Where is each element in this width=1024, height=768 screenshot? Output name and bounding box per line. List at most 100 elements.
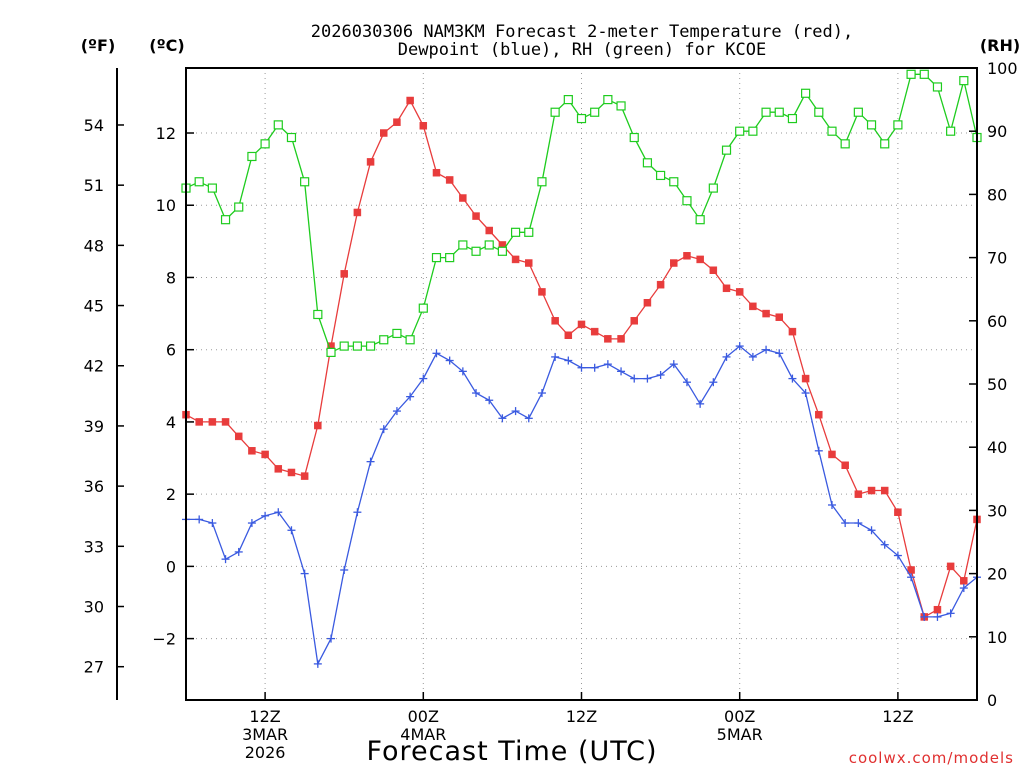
dewpoint-point bbox=[748, 352, 757, 361]
dewpoint-point bbox=[511, 407, 520, 416]
dewpoint-point bbox=[603, 360, 612, 369]
fahrenheit-tick-label: 30 bbox=[84, 598, 104, 617]
temperature-point bbox=[525, 259, 533, 267]
rh-point bbox=[787, 113, 798, 124]
temperature-point bbox=[590, 327, 599, 336]
series-rh bbox=[181, 69, 982, 357]
rh-point bbox=[946, 126, 956, 136]
temperature-point bbox=[683, 252, 691, 260]
temperature-point bbox=[472, 212, 480, 220]
rh-tick-label: 100 bbox=[987, 59, 1018, 78]
temperature-point bbox=[762, 309, 770, 318]
chart-title-line2: Dewpoint (blue), RH (green) for KCOE bbox=[398, 40, 766, 60]
rh-point bbox=[708, 183, 718, 193]
dewpoint-point bbox=[762, 345, 771, 354]
temperature-point bbox=[261, 450, 269, 459]
series-layer bbox=[181, 69, 982, 668]
temperature-point bbox=[551, 317, 559, 325]
temperature-point bbox=[195, 418, 203, 426]
temperature-point bbox=[380, 129, 388, 137]
rh-point bbox=[352, 341, 362, 351]
fahrenheit-tick-label: 51 bbox=[84, 176, 104, 195]
temperature-point bbox=[722, 284, 731, 293]
fahrenheit-tick-label: 42 bbox=[84, 357, 104, 376]
temperature-point bbox=[630, 317, 638, 325]
dewpoint-point bbox=[392, 407, 401, 416]
rh-point bbox=[313, 309, 323, 320]
dewpoint-point bbox=[841, 519, 850, 528]
rh-point bbox=[458, 240, 468, 250]
rh-tick-label: 10 bbox=[987, 628, 1007, 647]
fahrenheit-tick-label: 39 bbox=[84, 417, 104, 436]
dewpoint-point bbox=[643, 374, 652, 383]
rh-point bbox=[365, 341, 376, 351]
dewpoint-point bbox=[577, 363, 586, 372]
rh-point bbox=[853, 107, 863, 117]
credit-link[interactable]: coolwx.com/models bbox=[849, 749, 1014, 767]
rh-point bbox=[840, 139, 850, 149]
rh-tick-label: 70 bbox=[987, 249, 1007, 268]
temperature-point bbox=[709, 266, 718, 274]
rh-point bbox=[576, 113, 587, 124]
temperature-point bbox=[828, 450, 836, 459]
temperature-point bbox=[670, 259, 678, 267]
rh-unit-label: (RH) bbox=[980, 36, 1020, 55]
rh-tick-label: 30 bbox=[987, 501, 1007, 520]
dewpoint-point bbox=[498, 414, 507, 423]
temperature-point bbox=[445, 176, 454, 184]
dewpoint-point bbox=[247, 519, 256, 528]
temperature-point bbox=[393, 118, 401, 126]
rh-point bbox=[445, 253, 455, 263]
temperature-point bbox=[459, 194, 467, 202]
temperature-point bbox=[340, 270, 348, 278]
dewpoint-point bbox=[432, 349, 441, 358]
rh-point bbox=[431, 253, 442, 263]
temperature-point bbox=[867, 486, 876, 495]
dewpoint-point bbox=[234, 547, 243, 556]
rh-point bbox=[603, 94, 613, 105]
rh-point bbox=[866, 120, 877, 130]
dewpoint-point bbox=[551, 352, 560, 361]
dewpoint-point bbox=[353, 508, 362, 517]
rh-point bbox=[563, 94, 573, 105]
rh-point bbox=[220, 215, 231, 225]
temperature-point bbox=[880, 486, 889, 495]
dewpoint-point bbox=[340, 565, 349, 574]
rh-point bbox=[524, 227, 534, 237]
dewpoint-point bbox=[208, 519, 217, 528]
dewpoint-point bbox=[696, 399, 705, 408]
dewpoint-point bbox=[221, 555, 230, 564]
temperature-point bbox=[933, 605, 942, 614]
rh-point bbox=[418, 303, 428, 313]
temperature-point bbox=[894, 508, 902, 516]
celsius-tick-label: −2 bbox=[152, 630, 176, 649]
rh-point bbox=[537, 177, 547, 187]
temperature-point bbox=[775, 313, 783, 321]
rh-point bbox=[721, 145, 732, 155]
dewpoint-point bbox=[617, 367, 626, 376]
temperature-point bbox=[511, 255, 520, 264]
rh-point bbox=[260, 139, 270, 149]
series-dewpoint bbox=[182, 342, 981, 668]
temperature-point bbox=[854, 490, 863, 498]
rh-point bbox=[484, 240, 494, 250]
dewpoint-point bbox=[880, 540, 889, 549]
rh-tick-label: 0 bbox=[987, 691, 997, 710]
rh-point bbox=[550, 107, 560, 117]
rh-point bbox=[695, 215, 705, 225]
temperature-point bbox=[577, 320, 586, 329]
rh-point bbox=[959, 76, 969, 86]
dewpoint-point bbox=[854, 519, 863, 528]
fahrenheit-tick-label: 54 bbox=[84, 116, 104, 135]
temperature-point bbox=[274, 465, 283, 473]
temperature-point bbox=[604, 335, 612, 343]
dewpoint-point bbox=[472, 389, 481, 398]
rh-point bbox=[906, 69, 916, 79]
x-tick-label: 12Z bbox=[566, 707, 597, 726]
dewpoint-point bbox=[867, 526, 876, 535]
temperature-point bbox=[208, 418, 217, 426]
dewpoint-point bbox=[537, 389, 546, 398]
rh-point bbox=[801, 88, 811, 98]
rh-point bbox=[247, 151, 257, 162]
rh-point bbox=[761, 107, 771, 117]
